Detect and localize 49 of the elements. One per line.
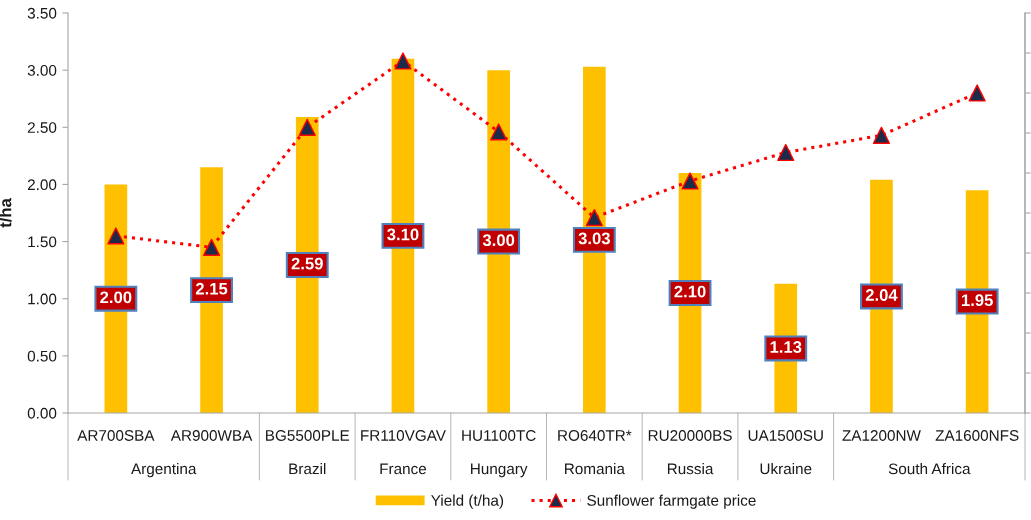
- point: [968, 84, 986, 102]
- y-axis-title: t/ha: [0, 198, 12, 228]
- data-label: 2.15: [195, 282, 228, 295]
- y-tick-label: 0.00: [27, 407, 57, 419]
- legend-label: Sunflower farmgate price: [587, 494, 756, 509]
- data-label: 2.00: [100, 291, 132, 304]
- x-tick-label: AR900WBA: [170, 430, 253, 441]
- point: [298, 118, 316, 136]
- y-tick-label: 2.50: [27, 122, 57, 133]
- text: Argentina: [131, 463, 197, 478]
- x-tick-label: ZA1200NW: [842, 430, 921, 441]
- text: Hungary: [471, 463, 528, 478]
- data-label: 3.03: [578, 232, 610, 245]
- point: [107, 227, 125, 245]
- x-tick-label: HU1100TC: [462, 430, 536, 441]
- text: Romania: [565, 463, 625, 475]
- point: [585, 208, 603, 227]
- data-label: 2.59: [291, 257, 323, 270]
- x-tick-label: ZA1600NFS: [935, 430, 1019, 441]
- data-label: 1.95: [961, 294, 993, 307]
- data-label: 3.00: [482, 234, 515, 247]
- point: [872, 126, 891, 144]
- data-label: 3.10: [387, 228, 419, 241]
- x-tick-label: RO640TR*: [558, 430, 632, 441]
- y-tick-label: 1.50: [28, 236, 57, 248]
- legend-label: Yield (t/ha): [431, 494, 504, 509]
- text: Russia: [667, 463, 714, 475]
- point: [394, 52, 412, 70]
- x-tick-label: BG5500PLE: [266, 430, 350, 441]
- y-tick-label: 3.00: [27, 65, 57, 76]
- y-tick-label: 0.50: [27, 350, 57, 362]
- text: South Africa: [888, 463, 971, 475]
- point: [202, 238, 221, 256]
- y-tick-label: 1.00: [28, 293, 57, 305]
- x-tick-label: AR700SBA: [77, 430, 155, 441]
- point: [681, 172, 699, 190]
- x-tick-label: FR110VGAV: [361, 430, 446, 441]
- text: Brazil: [289, 463, 326, 475]
- data-label: 2.10: [674, 285, 706, 298]
- text: Ukraine: [760, 463, 812, 475]
- data-label: 1.13: [770, 341, 802, 353]
- point: [490, 123, 508, 141]
- data-label: 2.04: [865, 289, 898, 301]
- x-tick-label: RU20000BS: [648, 430, 732, 441]
- text: France: [380, 463, 427, 475]
- x-tick-label: UA1500SU: [748, 430, 823, 441]
- y-tick-label: 2.00: [27, 179, 57, 191]
- point: [777, 143, 795, 162]
- y-tick-label: 3.50: [27, 7, 57, 19]
